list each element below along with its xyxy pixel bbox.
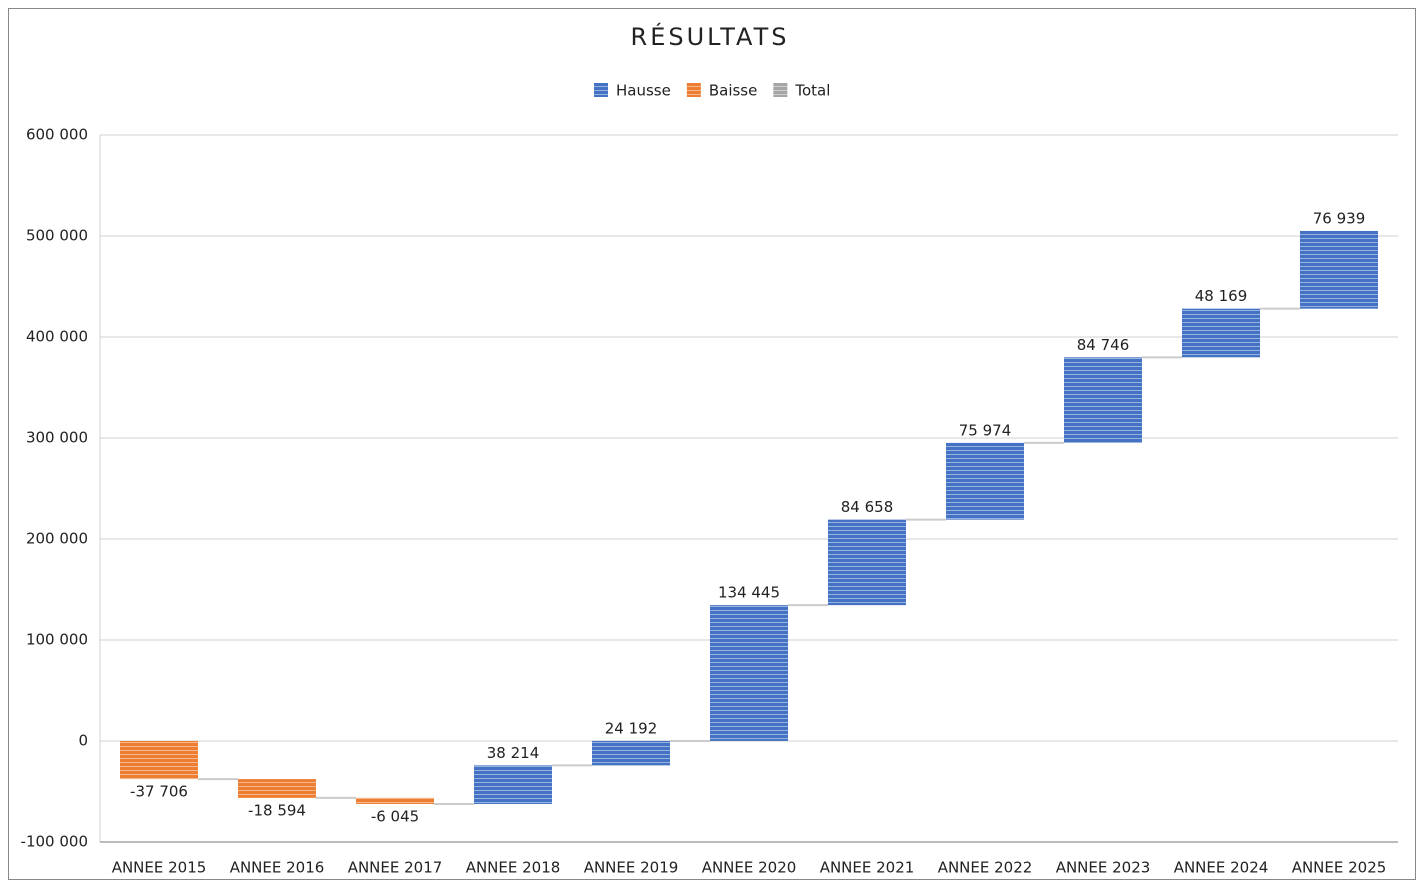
y-tick-label: 300 000: [26, 429, 88, 447]
y-tick-label: 200 000: [26, 530, 88, 548]
x-tick-label: ANNEE 2019: [584, 859, 679, 877]
legend-label: Baisse: [709, 82, 758, 100]
x-tick-label: ANNEE 2021: [820, 859, 915, 877]
x-tick-label: ANNEE 2025: [1292, 859, 1387, 877]
bar-stripes: [1064, 357, 1142, 443]
legend-swatch-stripes: [594, 83, 608, 97]
data-label: 84 746: [1077, 336, 1130, 354]
x-tick-label: ANNEE 2017: [348, 859, 443, 877]
data-label: -6 045: [371, 807, 419, 825]
y-tick-label: 500 000: [26, 227, 88, 245]
data-label: 134 445: [718, 584, 780, 602]
y-tick-label: 100 000: [26, 631, 88, 649]
data-label: 84 658: [841, 498, 894, 516]
bar-stripes: [592, 740, 670, 766]
x-tick-label: ANNEE 2020: [702, 859, 797, 877]
y-tick-label: 400 000: [26, 328, 88, 346]
x-tick-label: ANNEE 2024: [1174, 859, 1269, 877]
x-tick-label: ANNEE 2015: [112, 859, 207, 877]
x-tick-label: ANNEE 2023: [1056, 859, 1151, 877]
legend-label: Total: [794, 82, 830, 100]
x-tick-label: ANNEE 2018: [466, 859, 561, 877]
bar-stripes: [1300, 230, 1378, 309]
bar-stripes: [474, 765, 552, 804]
y-tick-label: -100 000: [21, 833, 88, 851]
bar-stripes: [828, 519, 906, 606]
x-tick-label: ANNEE 2016: [230, 859, 325, 877]
data-label: 24 192: [605, 719, 658, 737]
y-tick-label: 0: [78, 732, 88, 750]
x-tick-label: ANNEE 2022: [938, 859, 1033, 877]
data-label: -37 706: [130, 783, 188, 801]
data-label: -18 594: [248, 801, 306, 819]
data-label: 76 939: [1313, 209, 1366, 227]
chart-border: [8, 8, 1416, 880]
data-label: 38 214: [487, 744, 540, 762]
y-tick-label: 600 000: [26, 126, 88, 144]
bar-stripes: [120, 741, 198, 780]
legend-swatch-stripes: [773, 83, 788, 97]
bar-stripes: [1182, 308, 1260, 358]
chart-title: RÉSULTATS: [631, 22, 790, 51]
legend-swatch-stripes: [686, 83, 701, 97]
data-label: 48 169: [1195, 287, 1248, 305]
data-label: 75 974: [959, 421, 1012, 439]
bar-stripes: [356, 797, 434, 804]
bar-stripes: [710, 605, 788, 741]
legend-label: Hausse: [616, 82, 671, 100]
bar-stripes: [238, 779, 316, 798]
bar-stripes: [946, 442, 1024, 520]
